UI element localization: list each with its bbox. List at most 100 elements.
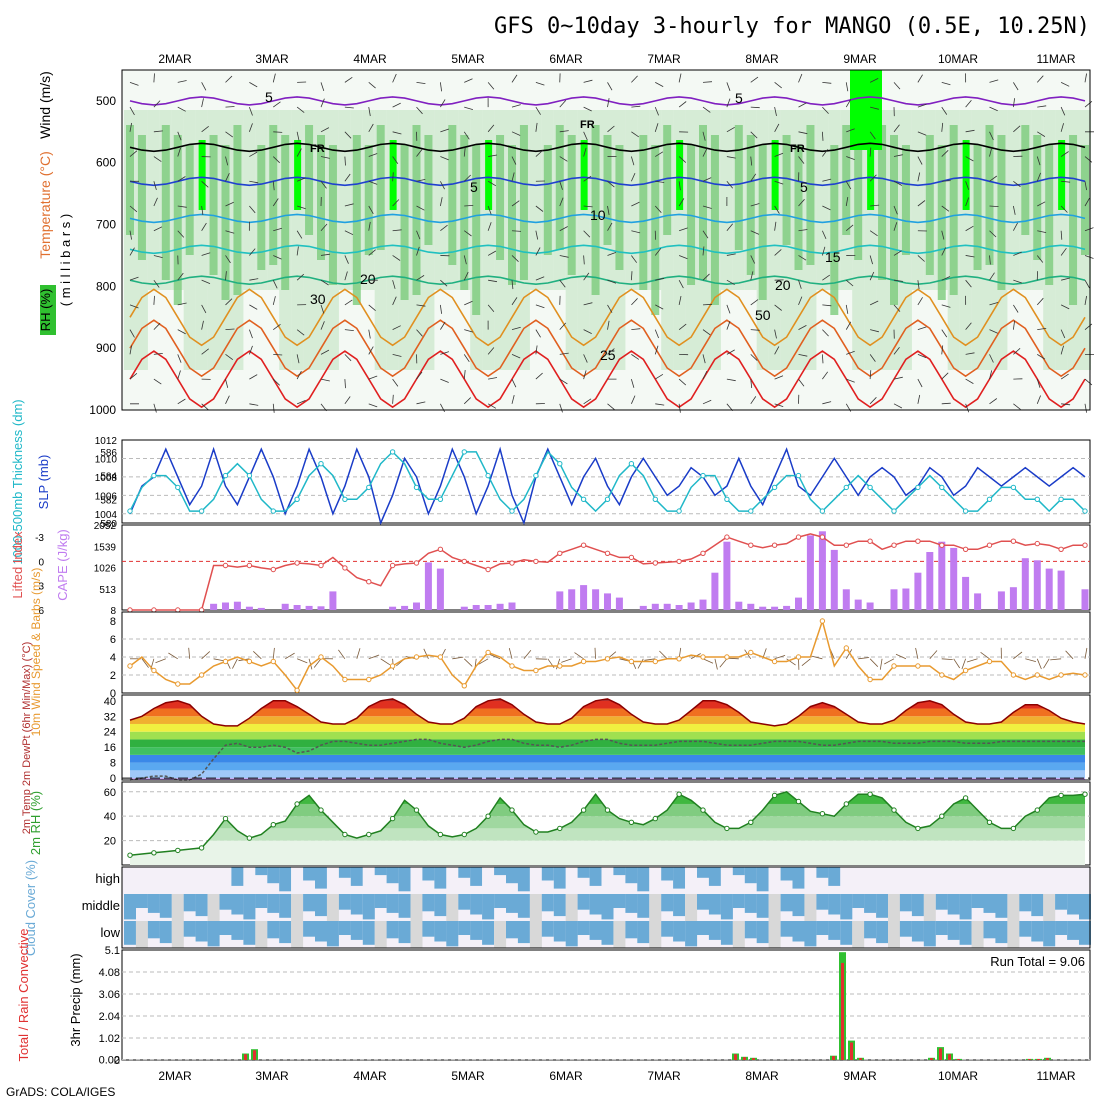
wind-barb: [845, 197, 849, 207]
lifted-index-line-point: [246, 562, 253, 569]
wind-barb: [464, 78, 473, 83]
cape-bar: [460, 606, 468, 610]
rh-mid-band: [1021, 125, 1030, 235]
rh-mid-band: [710, 135, 719, 305]
wind-barb: [344, 76, 353, 83]
wind-barb: [177, 80, 187, 83]
rh-bright-block: [850, 70, 882, 150]
wind-barb: [487, 82, 495, 90]
wind-barb: [487, 205, 492, 215]
wind-barb: [702, 106, 711, 113]
surface-wind-barb: [915, 647, 919, 659]
wind-barb: [416, 401, 426, 405]
wind-barb: [607, 320, 610, 330]
cloud-cell: [171, 921, 184, 948]
cloud-cell: [470, 894, 483, 915]
cape-bar: [830, 549, 838, 610]
cloud-cell: [243, 894, 256, 920]
wind-barb: [893, 403, 903, 409]
rh-mid-band: [233, 125, 242, 295]
cloud-cell: [1079, 921, 1091, 945]
wind-barb: [726, 253, 736, 256]
contour-label: 30: [310, 291, 326, 307]
lifted-index-line-point: [676, 558, 682, 565]
wi-frame: [121, 611, 1091, 694]
wind-barb: [225, 131, 234, 138]
wind-barb: [249, 205, 256, 214]
wind-barb: [631, 172, 636, 182]
th-ytick-right: 1012: [95, 436, 118, 447]
wi-ytick: 2: [110, 670, 116, 682]
wi-ytick: 4: [110, 652, 116, 664]
wind-barb: [392, 131, 402, 135]
wind-barb: [440, 351, 450, 355]
tm-ytick: 0: [110, 773, 116, 785]
wind-barb: [774, 249, 782, 256]
cloud-frame: [121, 866, 1091, 949]
ua-ytick: 1000: [89, 403, 116, 417]
wind-barb: [296, 106, 305, 113]
wind-barb: [845, 279, 854, 287]
surface-wind-barb: [1025, 658, 1037, 662]
wind-barb: [296, 177, 306, 182]
lifted-index-line-point: [819, 534, 826, 540]
wind-barb: [1061, 180, 1071, 183]
wind-barb: [822, 149, 829, 157]
wind-barb: [177, 272, 184, 281]
wind-barb: [368, 205, 374, 215]
cloud-cell: [279, 867, 292, 892]
wind-barb: [870, 329, 879, 333]
wind-barb: [678, 73, 682, 83]
wind-barb: [1037, 105, 1047, 108]
surface-wind-barb: [1084, 647, 1088, 659]
cloud-cell: [589, 894, 602, 915]
cape-bar: [580, 585, 588, 610]
wind-barb: [344, 173, 351, 182]
wind-barb: [177, 230, 185, 238]
wind-barb: [798, 199, 805, 207]
wind-barb: [846, 378, 855, 383]
cloud-cell: [398, 921, 411, 944]
wind-barb: [798, 102, 807, 108]
wind-barb: [846, 128, 855, 133]
cloud-cell: [529, 867, 542, 894]
wind-barb: [249, 278, 259, 281]
wind-barb: [702, 230, 709, 239]
ua-ylabel-temp: Temperature (°C): [37, 151, 53, 259]
wind-barb: [798, 156, 805, 164]
wind-barb: [511, 131, 521, 136]
cloud-cell: [517, 894, 530, 918]
wind-barb: [1013, 403, 1021, 410]
surface-wind-barb: [168, 652, 178, 660]
tm-bands: [130, 698, 1085, 780]
wind-barb: [1036, 395, 1041, 404]
cloud-cell: [482, 921, 495, 945]
rh-mid-band: [663, 125, 672, 235]
cloud-cell: [410, 921, 423, 948]
cloud-cell: [553, 894, 566, 917]
cloud-cell: [649, 921, 662, 948]
wind-barb: [726, 181, 734, 189]
cloud-cell: [219, 894, 232, 910]
cloud-cell: [661, 867, 674, 881]
wind-barb: [249, 106, 253, 116]
cape-bar: [436, 568, 444, 610]
cloud-cell: [768, 867, 781, 894]
cloud-cell: [1019, 867, 1032, 894]
pr-frame: [121, 949, 1091, 1061]
wind-barb: [654, 205, 662, 213]
wind-barb: [1037, 328, 1047, 331]
wind-barb: [1013, 348, 1021, 355]
wind-barb: [1037, 354, 1046, 360]
tm-ylabel: 2m Temp 2m DewPt (6hr Min/Max) (°C): [21, 642, 33, 834]
rh-mid-band: [185, 145, 194, 255]
wind-barb: [153, 403, 157, 413]
wind-barb: [702, 205, 712, 209]
wind-barb: [440, 279, 448, 287]
surface-wind-barb: [380, 658, 391, 666]
wind-barb: [392, 172, 394, 182]
cape-bar: [293, 605, 301, 610]
wind-barb: [272, 378, 280, 386]
cloud-cell: [470, 921, 483, 940]
cloud-cell: [326, 894, 339, 921]
